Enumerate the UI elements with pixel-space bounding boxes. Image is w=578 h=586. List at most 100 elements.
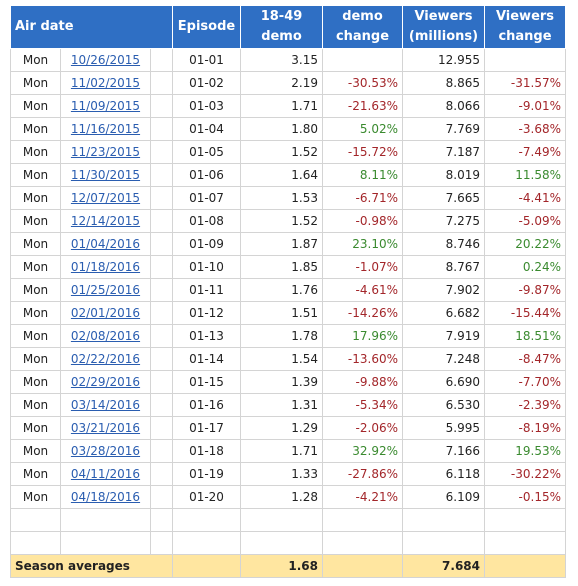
data-row: Mon 01/04/2016 01-09 1.87 23.10% 8.746 20.22% bbox=[10, 232, 566, 256]
cell: 1.76 bbox=[240, 278, 323, 302]
date-link[interactable]: 10/26/2015 bbox=[70, 53, 141, 67]
cell-text: Mon bbox=[22, 329, 49, 343]
cell[interactable]: 04/18/2016 bbox=[60, 485, 151, 509]
cell[interactable]: 02/08/2016 bbox=[60, 324, 151, 348]
cell: -2.06% bbox=[322, 416, 403, 440]
change-value: -0.98% bbox=[355, 214, 398, 228]
cell[interactable]: 11/16/2015 bbox=[60, 117, 151, 141]
header-cell: Viewers change bbox=[484, 5, 566, 49]
cell-text: 01-12 bbox=[189, 306, 224, 320]
date-link[interactable]: 03/28/2016 bbox=[70, 444, 141, 458]
date-link[interactable]: 12/14/2015 bbox=[70, 214, 141, 228]
cell[interactable]: 01/18/2016 bbox=[60, 255, 151, 279]
cell[interactable]: 11/23/2015 bbox=[60, 140, 151, 164]
date-link[interactable]: 03/21/2016 bbox=[70, 421, 141, 435]
change-value: -9.88% bbox=[355, 375, 398, 389]
date-link[interactable]: 12/07/2015 bbox=[70, 191, 141, 205]
cell: Mon bbox=[10, 140, 61, 164]
cell: 5.02% bbox=[322, 117, 403, 141]
cell bbox=[150, 186, 173, 210]
cell-text: 6.682 bbox=[445, 306, 480, 320]
cell bbox=[150, 485, 173, 509]
cell bbox=[150, 71, 173, 95]
cell[interactable]: 02/01/2016 bbox=[60, 301, 151, 325]
change-value: -27.86% bbox=[347, 467, 398, 481]
date-link[interactable]: 11/02/2015 bbox=[70, 76, 141, 90]
cell-text: 1.78 bbox=[291, 329, 318, 343]
change-value: -8.19% bbox=[518, 421, 561, 435]
cell-text: 8.746 bbox=[445, 237, 480, 251]
cell bbox=[150, 531, 173, 555]
footer-value: 7.684 bbox=[442, 559, 480, 573]
cell: Mon bbox=[10, 462, 61, 486]
cell[interactable]: 10/26/2015 bbox=[60, 48, 151, 72]
cell[interactable]: 11/02/2015 bbox=[60, 71, 151, 95]
cell: -21.63% bbox=[322, 94, 403, 118]
cell: Mon bbox=[10, 255, 61, 279]
cell-text: 7.665 bbox=[445, 191, 480, 205]
cell-text: 1.33 bbox=[291, 467, 318, 481]
cell[interactable]: 03/14/2016 bbox=[60, 393, 151, 417]
cell[interactable]: 02/22/2016 bbox=[60, 347, 151, 371]
empty-row bbox=[10, 508, 566, 532]
cell-text: Mon bbox=[22, 99, 49, 113]
date-link[interactable]: 01/18/2016 bbox=[70, 260, 141, 274]
cell[interactable]: 11/09/2015 bbox=[60, 94, 151, 118]
cell-text: 1.71 bbox=[291, 99, 318, 113]
date-link[interactable]: 11/30/2015 bbox=[70, 168, 141, 182]
cell bbox=[150, 301, 173, 325]
date-link[interactable]: 01/25/2016 bbox=[70, 283, 141, 297]
date-link[interactable]: 02/08/2016 bbox=[70, 329, 141, 343]
cell: Mon bbox=[10, 163, 61, 187]
cell: 1.51 bbox=[240, 301, 323, 325]
cell[interactable]: 01/25/2016 bbox=[60, 278, 151, 302]
cell bbox=[150, 439, 173, 463]
cell: 1.54 bbox=[240, 347, 323, 371]
cell: 01-01 bbox=[172, 48, 241, 72]
header-text: (millions) bbox=[408, 29, 479, 44]
date-link[interactable]: 02/01/2016 bbox=[70, 306, 141, 320]
cell: 6.690 bbox=[402, 370, 485, 394]
change-value: -9.01% bbox=[518, 99, 561, 113]
cell[interactable]: 03/21/2016 bbox=[60, 416, 151, 440]
cell[interactable]: 01/04/2016 bbox=[60, 232, 151, 256]
date-link[interactable]: 11/09/2015 bbox=[70, 99, 141, 113]
date-link[interactable]: 02/29/2016 bbox=[70, 375, 141, 389]
cell: 1.29 bbox=[240, 416, 323, 440]
date-link[interactable]: 11/16/2015 bbox=[70, 122, 141, 136]
cell: 1.78 bbox=[240, 324, 323, 348]
cell bbox=[150, 370, 173, 394]
cell: 7.166 bbox=[402, 439, 485, 463]
date-link[interactable]: 11/23/2015 bbox=[70, 145, 141, 159]
change-value: -3.68% bbox=[518, 122, 561, 136]
cell-text: 6.109 bbox=[445, 490, 480, 504]
cell: 01-06 bbox=[172, 163, 241, 187]
change-value: -7.70% bbox=[518, 375, 561, 389]
header-cell: 18-49 demo bbox=[240, 5, 323, 49]
cell-text: 7.902 bbox=[445, 283, 480, 297]
date-link[interactable]: 01/04/2016 bbox=[70, 237, 141, 251]
change-value: 32.92% bbox=[352, 444, 398, 458]
cell: 7.665 bbox=[402, 186, 485, 210]
cell-text: 1.28 bbox=[291, 490, 318, 504]
cell[interactable]: 02/29/2016 bbox=[60, 370, 151, 394]
change-value: 19.53% bbox=[515, 444, 561, 458]
date-link[interactable]: 02/22/2016 bbox=[70, 352, 141, 366]
cell-text: 7.187 bbox=[445, 145, 480, 159]
cell[interactable]: 12/07/2015 bbox=[60, 186, 151, 210]
cell[interactable]: 12/14/2015 bbox=[60, 209, 151, 233]
cell-text: 01-02 bbox=[189, 76, 224, 90]
cell: 01-10 bbox=[172, 255, 241, 279]
cell[interactable]: 03/28/2016 bbox=[60, 439, 151, 463]
date-link[interactable]: 03/14/2016 bbox=[70, 398, 141, 412]
cell: Mon bbox=[10, 324, 61, 348]
cell bbox=[240, 531, 323, 555]
cell[interactable]: 04/11/2016 bbox=[60, 462, 151, 486]
cell[interactable]: 11/30/2015 bbox=[60, 163, 151, 187]
header-cell: Episode bbox=[172, 5, 241, 49]
cell: 01-12 bbox=[172, 301, 241, 325]
ratings-table: Air date Episode 18-49 demo demo change Viewer… bbox=[10, 5, 566, 578]
date-link[interactable]: 04/11/2016 bbox=[70, 467, 141, 481]
cell: Mon bbox=[10, 232, 61, 256]
date-link[interactable]: 04/18/2016 bbox=[70, 490, 141, 504]
